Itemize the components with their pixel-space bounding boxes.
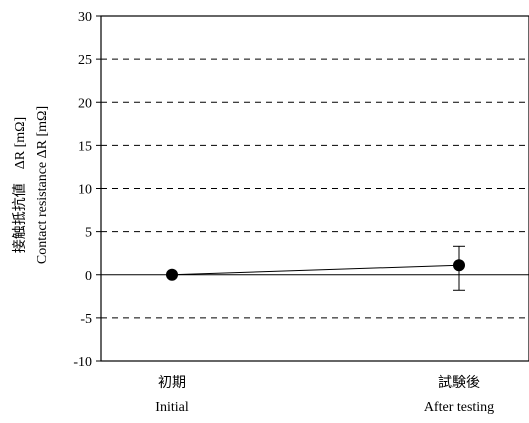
x-category-label-en: Initial	[155, 400, 189, 415]
series-connector	[171, 264, 460, 276]
grid-lines	[101, 58, 529, 319]
y-tick-label: 25	[78, 53, 92, 68]
y-tick-label: 5	[85, 226, 92, 241]
y-tick-label: 10	[78, 183, 92, 198]
x-axis-labels: 初期 Initial 試験後 After testing	[155, 374, 494, 415]
y-tick-label: -5	[80, 312, 92, 327]
y-axis-label-ja: 接触抵抗値 ΔR [mΩ]	[11, 117, 28, 253]
x-category-label-ja: 初期	[158, 374, 186, 391]
y-tick-label: 0	[85, 269, 92, 284]
x-category-label-ja: 試験後	[438, 375, 480, 391]
y-tick-label: 15	[78, 139, 92, 154]
series-line	[166, 245, 465, 291]
x-category-label-en: After testing	[424, 400, 494, 415]
y-axis-label-en: Contact resistance ΔR [mΩ]	[35, 106, 50, 264]
data-point	[453, 259, 465, 272]
plot-frame	[100, 15, 529, 362]
y-tick-label: 30	[78, 10, 92, 25]
y-axis-ticks: -10 -5 0 5 10 15 20 25 30	[73, 10, 101, 370]
data-point	[166, 268, 178, 281]
y-tick-label: -10	[73, 355, 92, 370]
y-tick-label: 20	[78, 96, 92, 111]
